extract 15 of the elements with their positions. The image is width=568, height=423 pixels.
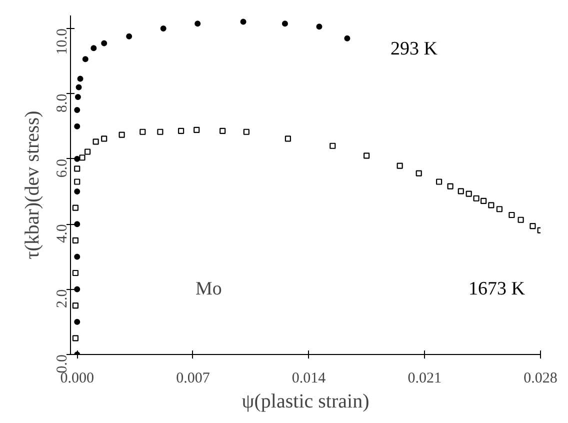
y-tick-label: 10.0 [54, 28, 70, 55]
x-tick-label: 0.014 [292, 370, 326, 386]
y-axis-title: τ(kbar)(dev stress) [22, 110, 44, 260]
text: 293 K [390, 38, 438, 60]
x-axis-title: ψ(plastic strain) [242, 390, 370, 412]
y-tick-label: 6.0 [54, 158, 70, 178]
x-tick-label: 0.021 [408, 370, 442, 386]
x-tick-label: 0.028 [524, 370, 558, 386]
y-tick-label: 4.0 [54, 224, 70, 243]
y-tick-label: 0.0 [54, 354, 70, 374]
y-tick-label: 8.0 [54, 94, 70, 112]
text: 1673 K [468, 278, 526, 300]
x-tick-label: 0.007 [176, 370, 210, 386]
y-tick-label: 2.0 [54, 289, 70, 308]
annotation: Mo [196, 278, 222, 300]
